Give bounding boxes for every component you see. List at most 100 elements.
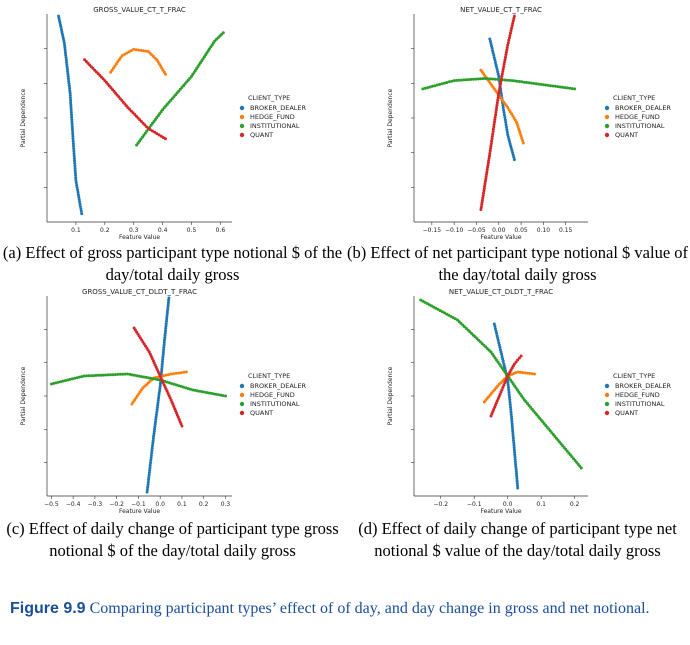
data-point bbox=[163, 338, 166, 342]
data-point bbox=[510, 417, 514, 421]
data-point bbox=[214, 392, 218, 396]
data-point bbox=[505, 130, 509, 134]
data-point bbox=[496, 98, 500, 102]
data-point bbox=[172, 382, 176, 386]
y-axis-label: Partial Dependence bbox=[20, 88, 27, 147]
data-point bbox=[568, 86, 572, 90]
data-point bbox=[504, 53, 508, 57]
data-point bbox=[511, 427, 514, 431]
data-point bbox=[488, 154, 491, 158]
data-point bbox=[510, 149, 514, 152]
legend-marker bbox=[604, 383, 610, 389]
data-point bbox=[150, 451, 154, 455]
data-point bbox=[513, 453, 517, 457]
data-point bbox=[482, 191, 485, 195]
data-point bbox=[425, 302, 429, 305]
data-point bbox=[158, 384, 162, 388]
data-point bbox=[573, 87, 577, 91]
data-point bbox=[492, 56, 496, 60]
x-tick-label: 0.15 bbox=[559, 227, 573, 234]
data-point bbox=[436, 307, 440, 311]
legend-label: HEDGE_FUND bbox=[615, 391, 660, 399]
figure-label: Figure 9.9 bbox=[10, 600, 86, 617]
data-point bbox=[496, 72, 500, 76]
legend-marker bbox=[239, 392, 245, 398]
data-point bbox=[73, 164, 77, 168]
data-point bbox=[553, 84, 557, 88]
data-point bbox=[80, 375, 84, 379]
data-point bbox=[507, 385, 510, 389]
data-point bbox=[161, 357, 165, 361]
data-point bbox=[56, 380, 60, 384]
data-point bbox=[565, 86, 569, 90]
data-point bbox=[62, 41, 66, 45]
data-point bbox=[146, 483, 150, 487]
x-tick-label: −0.10 bbox=[445, 227, 464, 234]
data-point bbox=[497, 91, 501, 95]
data-point bbox=[514, 465, 518, 469]
data-point bbox=[157, 133, 161, 137]
data-point bbox=[210, 391, 213, 395]
figure-caption: Figure 9.9 Comparing participant types’ … bbox=[10, 598, 680, 620]
legend-marker bbox=[239, 105, 245, 111]
data-point bbox=[72, 156, 76, 160]
data-point bbox=[59, 25, 63, 29]
data-point bbox=[203, 390, 206, 394]
data-point bbox=[502, 362, 506, 366]
data-point bbox=[479, 208, 483, 211]
x-axis-label: Feature Value bbox=[480, 508, 521, 515]
data-point bbox=[457, 78, 461, 82]
data-point bbox=[504, 50, 508, 54]
data-point bbox=[147, 473, 151, 477]
series-hedge-fund bbox=[109, 47, 167, 76]
data-point bbox=[479, 205, 483, 209]
data-point bbox=[506, 133, 510, 137]
data-point bbox=[511, 19, 515, 23]
data-point bbox=[73, 169, 77, 173]
legend-title: CLIENT_TYPE bbox=[613, 372, 655, 380]
data-point bbox=[137, 374, 141, 378]
legend: CLIENT_TYPE BROKER_DEALERHEDGE_FUNDINSTIT… bbox=[604, 94, 672, 139]
x-axis-label: Feature Value bbox=[119, 234, 160, 241]
figure-caption-text: Comparing participant types’ effect of o… bbox=[89, 600, 650, 617]
chart-c: −0.5 −0.4 −0.3 −0.2 −0.1 0.0 0.1 0.2 0.3 GROSS_VA… bbox=[20, 288, 307, 515]
data-point bbox=[80, 212, 84, 216]
data-point bbox=[177, 384, 181, 388]
data-point bbox=[154, 417, 158, 421]
data-point bbox=[221, 394, 225, 398]
data-point bbox=[512, 446, 516, 450]
data-point bbox=[443, 81, 446, 85]
chart-b: −0.15 −0.10 −0.05 0.00 0.05 0.10 0.15 NET_VALUE… bbox=[387, 6, 672, 241]
data-point bbox=[496, 338, 500, 342]
data-point bbox=[513, 458, 517, 461]
data-point bbox=[522, 80, 526, 84]
data-point bbox=[447, 313, 451, 317]
data-point bbox=[494, 329, 498, 333]
data-point bbox=[148, 128, 152, 132]
data-point bbox=[224, 394, 227, 398]
data-point bbox=[512, 155, 516, 159]
chart-panel-d: −0.2 −0.1 0.0 0.1 0.2 NET_VALUE_CT_DLDT_T_FRA… bbox=[345, 282, 690, 572]
data-point bbox=[489, 42, 493, 46]
chart-title: GROSS_VALUE_CT_T_FRAC bbox=[93, 6, 186, 14]
data-point bbox=[512, 439, 515, 442]
chart-panel-a: 0.1 0.2 0.3 0.4 0.5 0.6 GROSS_VALUE_CT_T_FRAC F… bbox=[0, 0, 345, 290]
data-point bbox=[481, 194, 485, 197]
x-tick-label: 0.3 bbox=[129, 227, 139, 234]
data-point bbox=[162, 374, 166, 378]
data-point bbox=[200, 390, 204, 394]
data-point bbox=[164, 72, 167, 76]
data-point bbox=[510, 424, 514, 428]
data-point bbox=[517, 127, 521, 131]
data-point bbox=[164, 329, 167, 333]
data-point bbox=[70, 377, 74, 381]
data-point bbox=[513, 450, 517, 454]
data-point bbox=[160, 365, 164, 369]
data-point bbox=[165, 312, 169, 316]
data-point bbox=[471, 77, 475, 81]
data-point bbox=[501, 359, 505, 363]
data-point bbox=[141, 49, 145, 53]
data-point bbox=[109, 373, 113, 377]
data-point bbox=[511, 436, 515, 440]
data-point bbox=[480, 201, 484, 204]
